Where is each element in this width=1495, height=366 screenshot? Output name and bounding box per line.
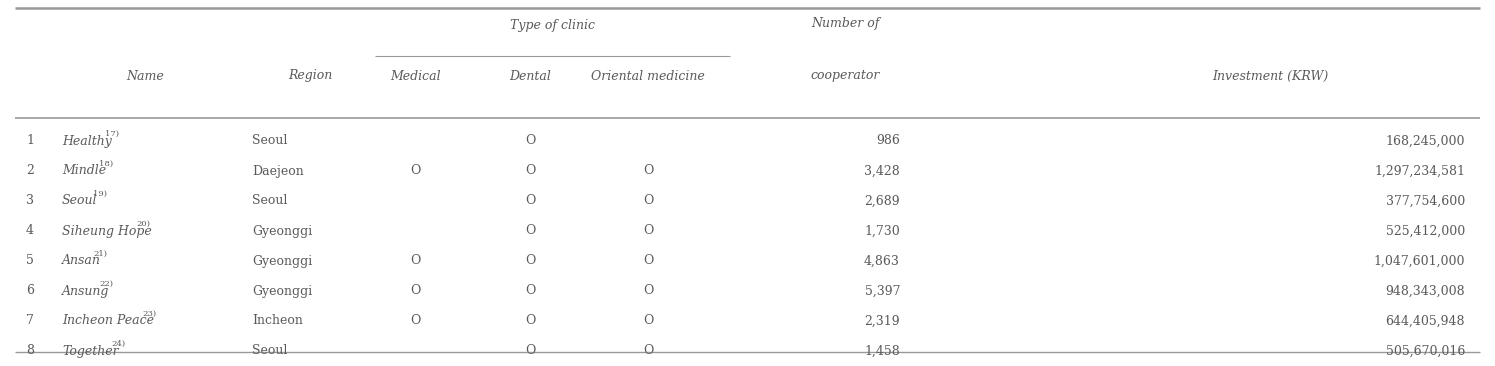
Text: O: O [643, 164, 653, 178]
Text: Investment (KRW): Investment (KRW) [1212, 70, 1328, 82]
Text: O: O [525, 344, 535, 358]
Text: Mindle: Mindle [61, 164, 106, 178]
Text: Name: Name [126, 70, 164, 82]
Text: O: O [525, 254, 535, 268]
Text: O: O [410, 284, 420, 298]
Text: 2: 2 [25, 164, 34, 178]
Text: 644,405,948: 644,405,948 [1386, 314, 1465, 328]
Text: 505,670,016: 505,670,016 [1386, 344, 1465, 358]
Text: Ansung: Ansung [61, 284, 109, 298]
Text: 22): 22) [99, 280, 114, 288]
Text: Seoul: Seoul [61, 194, 97, 208]
Text: O: O [410, 314, 420, 328]
Text: 1,047,601,000: 1,047,601,000 [1374, 254, 1465, 268]
Text: 19): 19) [93, 190, 108, 198]
Text: O: O [525, 194, 535, 208]
Text: O: O [410, 164, 420, 178]
Text: 2,319: 2,319 [864, 314, 900, 328]
Text: O: O [525, 164, 535, 178]
Text: Seoul: Seoul [253, 344, 287, 358]
Text: 23): 23) [142, 310, 157, 318]
Text: O: O [525, 314, 535, 328]
Text: Dental: Dental [510, 70, 552, 82]
Text: Siheung Hope: Siheung Hope [61, 224, 152, 238]
Text: 525,412,000: 525,412,000 [1386, 224, 1465, 238]
Text: 24): 24) [112, 340, 126, 348]
Text: Region: Region [289, 70, 332, 82]
Text: Healthy: Healthy [61, 134, 112, 147]
Text: Medical: Medical [390, 70, 441, 82]
Text: Seoul: Seoul [253, 194, 287, 208]
Text: Gyeonggi: Gyeonggi [253, 254, 312, 268]
Text: O: O [643, 224, 653, 238]
Text: Ansan: Ansan [61, 254, 100, 268]
Text: 1,297,234,581: 1,297,234,581 [1374, 164, 1465, 178]
Text: Number of: Number of [810, 18, 879, 30]
Text: 3,428: 3,428 [864, 164, 900, 178]
Text: 3: 3 [25, 194, 34, 208]
Text: 5: 5 [25, 254, 34, 268]
Text: O: O [643, 194, 653, 208]
Text: 5,397: 5,397 [864, 284, 900, 298]
Text: 1,458: 1,458 [864, 344, 900, 358]
Text: cooperator: cooperator [810, 70, 879, 82]
Text: Incheon Peace: Incheon Peace [61, 314, 154, 328]
Text: O: O [525, 284, 535, 298]
Text: 2,689: 2,689 [864, 194, 900, 208]
Text: O: O [643, 344, 653, 358]
Text: O: O [643, 314, 653, 328]
Text: 21): 21) [93, 250, 108, 258]
Text: Daejeon: Daejeon [253, 164, 303, 178]
Text: O: O [410, 254, 420, 268]
Text: 7: 7 [25, 314, 34, 328]
Text: Type of clinic: Type of clinic [510, 19, 595, 33]
Text: Incheon: Incheon [253, 314, 303, 328]
Text: Gyeonggi: Gyeonggi [253, 224, 312, 238]
Text: 986: 986 [876, 134, 900, 147]
Text: O: O [643, 284, 653, 298]
Text: 168,245,000: 168,245,000 [1386, 134, 1465, 147]
Text: Together: Together [61, 344, 118, 358]
Text: O: O [643, 254, 653, 268]
Text: Oriental medicine: Oriental medicine [591, 70, 704, 82]
Text: 17): 17) [106, 130, 120, 138]
Text: O: O [525, 224, 535, 238]
Text: 4: 4 [25, 224, 34, 238]
Text: 1,730: 1,730 [864, 224, 900, 238]
Text: Seoul: Seoul [253, 134, 287, 147]
Text: 18): 18) [99, 160, 114, 168]
Text: 6: 6 [25, 284, 34, 298]
Text: 20): 20) [136, 220, 151, 228]
Text: 377,754,600: 377,754,600 [1386, 194, 1465, 208]
Text: Gyeonggi: Gyeonggi [253, 284, 312, 298]
Text: 4,863: 4,863 [864, 254, 900, 268]
Text: 1: 1 [25, 134, 34, 147]
Text: O: O [525, 134, 535, 147]
Text: 948,343,008: 948,343,008 [1386, 284, 1465, 298]
Text: 8: 8 [25, 344, 34, 358]
